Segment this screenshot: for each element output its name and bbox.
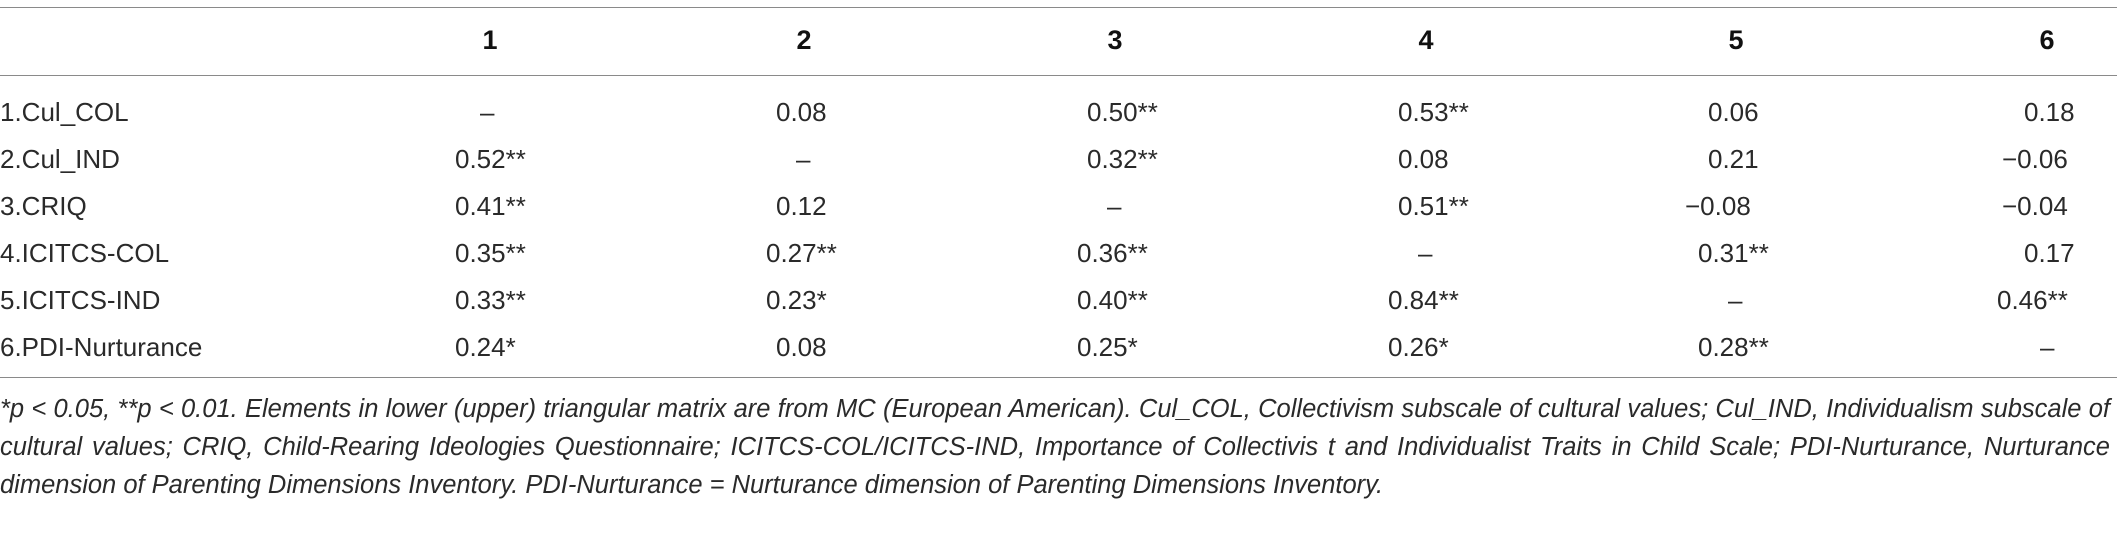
row-label: 3.CRIQ bbox=[0, 191, 87, 221]
table-cell: – bbox=[1728, 285, 1743, 315]
table-cell: 0.51** bbox=[1398, 191, 1469, 221]
column-header-3: 3 bbox=[1107, 25, 1123, 55]
table-cell: 0.32** bbox=[1087, 144, 1158, 174]
table-row: 6.PDI-Nurturance 0.24* 0.08 0.25* 0.26* … bbox=[0, 327, 2117, 374]
table-cell: −0.08 bbox=[1685, 191, 1751, 221]
table-cell: 0.17 bbox=[2024, 238, 2075, 268]
table-cell: 0.46** bbox=[1997, 285, 2068, 315]
table-cell: 0.31** bbox=[1698, 238, 1769, 268]
row-label: 5.ICITCS-IND bbox=[0, 285, 161, 315]
table-cell: −0.04 bbox=[2002, 191, 2068, 221]
table-cell: 0.21 bbox=[1708, 144, 1759, 174]
table-cell: 0.23* bbox=[766, 285, 827, 315]
table-cell: 0.52** bbox=[455, 144, 526, 174]
table-cell: 0.06 bbox=[1708, 97, 1759, 127]
table-bottom-rule bbox=[0, 377, 2117, 378]
column-header-2: 2 bbox=[796, 25, 812, 55]
column-header-4: 4 bbox=[1418, 25, 1434, 55]
row-label: 2.Cul_IND bbox=[0, 144, 120, 174]
row-label: 1.Cul_COL bbox=[0, 97, 129, 127]
table-cell: 0.27** bbox=[766, 238, 837, 268]
table-cell: 0.50** bbox=[1087, 97, 1158, 127]
table-cell: – bbox=[1418, 238, 1433, 268]
table-cell: 0.36** bbox=[1077, 238, 1148, 268]
table-row: 1.Cul_COL – 0.08 0.50** 0.53** 0.06 0.18 bbox=[0, 92, 2117, 139]
table-cell: 0.28** bbox=[1698, 332, 1769, 362]
table-cell: 0.08 bbox=[1398, 144, 1449, 174]
column-header-5: 5 bbox=[1728, 25, 1744, 55]
table-row: 3.CRIQ 0.41** 0.12 – 0.51** −0.08 −0.04 bbox=[0, 186, 2117, 233]
column-header-6: 6 bbox=[2039, 25, 2055, 55]
table-row: 5.ICITCS-IND 0.33** 0.23* 0.40** 0.84** … bbox=[0, 280, 2117, 327]
table-cell: 0.53** bbox=[1398, 97, 1469, 127]
table-header-row: 1 2 3 4 5 6 bbox=[0, 20, 2117, 60]
table-cell: 0.25* bbox=[1077, 332, 1138, 362]
table-cell: 0.24* bbox=[455, 332, 516, 362]
table-cell: 0.18 bbox=[2024, 97, 2075, 127]
table-cell: −0.06 bbox=[2002, 144, 2068, 174]
table-cell: – bbox=[796, 144, 811, 174]
table-top-rule bbox=[0, 7, 2117, 8]
table-cell: 0.35** bbox=[455, 238, 526, 268]
table-cell: – bbox=[480, 97, 495, 127]
table-cell: 0.08 bbox=[776, 97, 827, 127]
table-cell: 0.08 bbox=[776, 332, 827, 362]
row-label: 4.ICITCS-COL bbox=[0, 238, 170, 268]
table-cell: 0.40** bbox=[1077, 285, 1148, 315]
table-cell: 0.41** bbox=[455, 191, 526, 221]
table-cell: – bbox=[1107, 191, 1122, 221]
table-footnote: *p < 0.05, **p < 0.01. Elements in lower… bbox=[0, 395, 2110, 499]
table-header-rule bbox=[0, 75, 2117, 76]
column-header-1: 1 bbox=[482, 25, 498, 55]
table-cell: 0.33** bbox=[455, 285, 526, 315]
table-row: 2.Cul_IND 0.52** – 0.32** 0.08 0.21 −0.0… bbox=[0, 139, 2117, 186]
table-cell: 0.26* bbox=[1388, 332, 1449, 362]
table-row: 4.ICITCS-COL 0.35** 0.27** 0.36** – 0.31… bbox=[0, 233, 2117, 280]
table-body: 1.Cul_COL – 0.08 0.50** 0.53** 0.06 0.18… bbox=[0, 92, 2117, 374]
table-cell: 0.12 bbox=[776, 191, 827, 221]
table-cell: – bbox=[2040, 332, 2055, 362]
table-cell: 0.84** bbox=[1388, 285, 1459, 315]
row-label: 6.PDI-Nurturance bbox=[0, 332, 203, 362]
